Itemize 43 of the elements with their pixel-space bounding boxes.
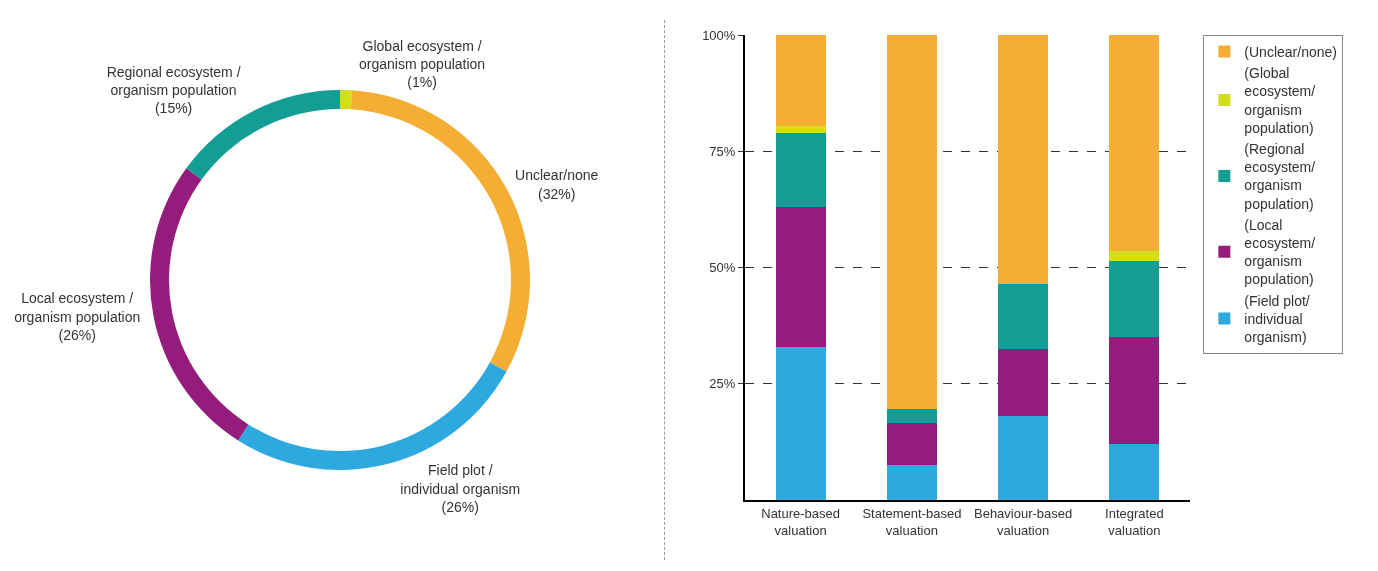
slice-label: Regional ecosystem / organism population bbox=[106, 63, 241, 98]
y-tick-label: 100% bbox=[702, 27, 736, 43]
x-tick-label: Nature-based valuation bbox=[761, 505, 841, 538]
bar bbox=[886, 35, 937, 410]
y-tick-label: 50% bbox=[709, 260, 736, 276]
y-tick-label: 75% bbox=[709, 143, 736, 159]
bar bbox=[998, 283, 1049, 349]
bar bbox=[775, 207, 826, 347]
bar bbox=[886, 423, 937, 466]
bar bbox=[1109, 251, 1160, 261]
legend-label: (Regional ecosystem/ organism population) bbox=[1244, 141, 1316, 212]
slice-label: Unclear/none bbox=[515, 167, 599, 184]
bar bbox=[775, 346, 826, 500]
bar bbox=[998, 348, 1049, 417]
x-tick-label: Behaviour-based valuation bbox=[973, 505, 1073, 538]
donut-slice bbox=[340, 90, 352, 110]
bar bbox=[998, 416, 1049, 500]
bar bbox=[998, 35, 1049, 284]
donut-slice bbox=[150, 168, 249, 441]
bar bbox=[1109, 337, 1160, 445]
legend-label: (Local ecosystem/ organism population) bbox=[1244, 216, 1316, 288]
data-label: (15%) bbox=[154, 100, 193, 117]
data-label: (32%) bbox=[538, 185, 576, 202]
data-label: (1%) bbox=[407, 74, 437, 91]
data-label: (26%) bbox=[58, 326, 96, 343]
legend-label: (Global ecosystem/ organism population) bbox=[1244, 65, 1316, 136]
slice-label: Local ecosystem / organism population bbox=[14, 290, 141, 325]
slice-label: Field plot / individual organism bbox=[400, 462, 521, 497]
data-label: (26%) bbox=[441, 498, 479, 515]
x-tick-label: Integrated valuation bbox=[1105, 505, 1164, 538]
bar bbox=[886, 465, 937, 500]
bar bbox=[775, 125, 826, 133]
bar bbox=[1109, 35, 1160, 252]
legend-label: (Unclear/none) bbox=[1244, 44, 1337, 61]
legend-label: (Field plot/ individual organism) bbox=[1244, 292, 1310, 346]
y-tick-label: 25% bbox=[709, 376, 736, 392]
x-tick-label: Statement-based valuation bbox=[862, 505, 962, 538]
bar bbox=[1109, 260, 1160, 338]
bar bbox=[886, 409, 937, 424]
bar bbox=[1109, 444, 1160, 500]
slice-label: Global ecosystem / organism population bbox=[359, 37, 486, 72]
bar bbox=[775, 35, 826, 126]
bar bbox=[775, 132, 826, 208]
